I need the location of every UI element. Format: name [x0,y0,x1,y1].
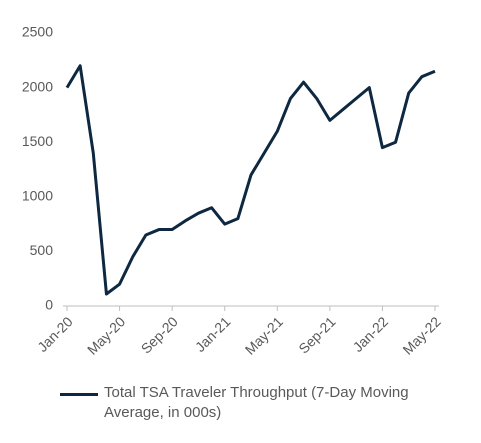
x-tick-label: Jan-20 [34,313,76,355]
x-tick-label: Jan-21 [192,313,234,355]
y-tick-label: 1000 [22,188,53,204]
x-tick-label: Sep-20 [138,313,181,356]
chart: 0 500 1000 1500 2000 2500 Jan-20 May-20 Sep-20 Ja… [22,24,444,358]
x-tick-label: May-22 [399,313,443,357]
x-tick-label: Sep-21 [295,313,338,356]
y-tick-label: 2000 [22,78,53,94]
y-tick-label: 1500 [22,133,53,149]
x-tick-label: May-21 [242,313,286,357]
x-tick-label: Jan-22 [350,313,392,355]
y-tick-label: 2500 [22,24,53,40]
x-tick-label: May-20 [84,313,128,357]
legend-swatch [60,393,98,396]
legend: Total TSA Traveler Throughput (7-Day Mov… [60,383,460,423]
y-tick-label: 500 [30,242,54,258]
y-tick-label: 0 [45,297,53,313]
legend-label: Total TSA Traveler Throughput (7-Day Mov… [104,384,409,421]
line-series [65,64,436,296]
